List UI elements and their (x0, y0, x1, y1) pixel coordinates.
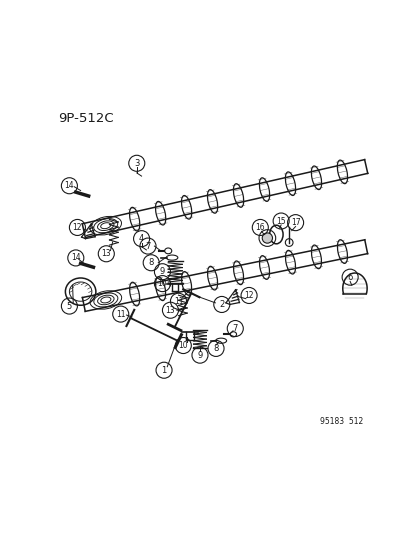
Text: 11: 11 (173, 297, 183, 306)
Text: 14: 14 (64, 181, 74, 190)
Text: 9P-512C: 9P-512C (58, 112, 114, 125)
Text: 12: 12 (73, 223, 82, 232)
Text: 7: 7 (145, 241, 150, 251)
Text: 15: 15 (276, 216, 285, 225)
Circle shape (261, 233, 272, 243)
Text: 14: 14 (71, 253, 81, 262)
Text: 1: 1 (161, 366, 166, 375)
Text: 10: 10 (157, 279, 167, 288)
Text: 13: 13 (165, 306, 175, 314)
Text: 7: 7 (232, 324, 237, 333)
Text: 95183  512: 95183 512 (319, 417, 362, 426)
Text: 13: 13 (101, 249, 111, 259)
Text: 11: 11 (116, 310, 125, 319)
Text: 17: 17 (290, 218, 300, 227)
Text: 12: 12 (244, 291, 253, 300)
Text: 2: 2 (218, 300, 224, 309)
Text: 9: 9 (197, 351, 202, 360)
Text: 8: 8 (148, 259, 154, 267)
Text: 9: 9 (159, 267, 165, 276)
Text: 5: 5 (66, 302, 72, 311)
Text: 6: 6 (347, 273, 352, 281)
Text: 16: 16 (255, 223, 264, 232)
Text: 8: 8 (213, 344, 218, 353)
Text: 4: 4 (139, 234, 144, 243)
Text: 10: 10 (178, 341, 188, 350)
Text: 3: 3 (134, 159, 139, 168)
